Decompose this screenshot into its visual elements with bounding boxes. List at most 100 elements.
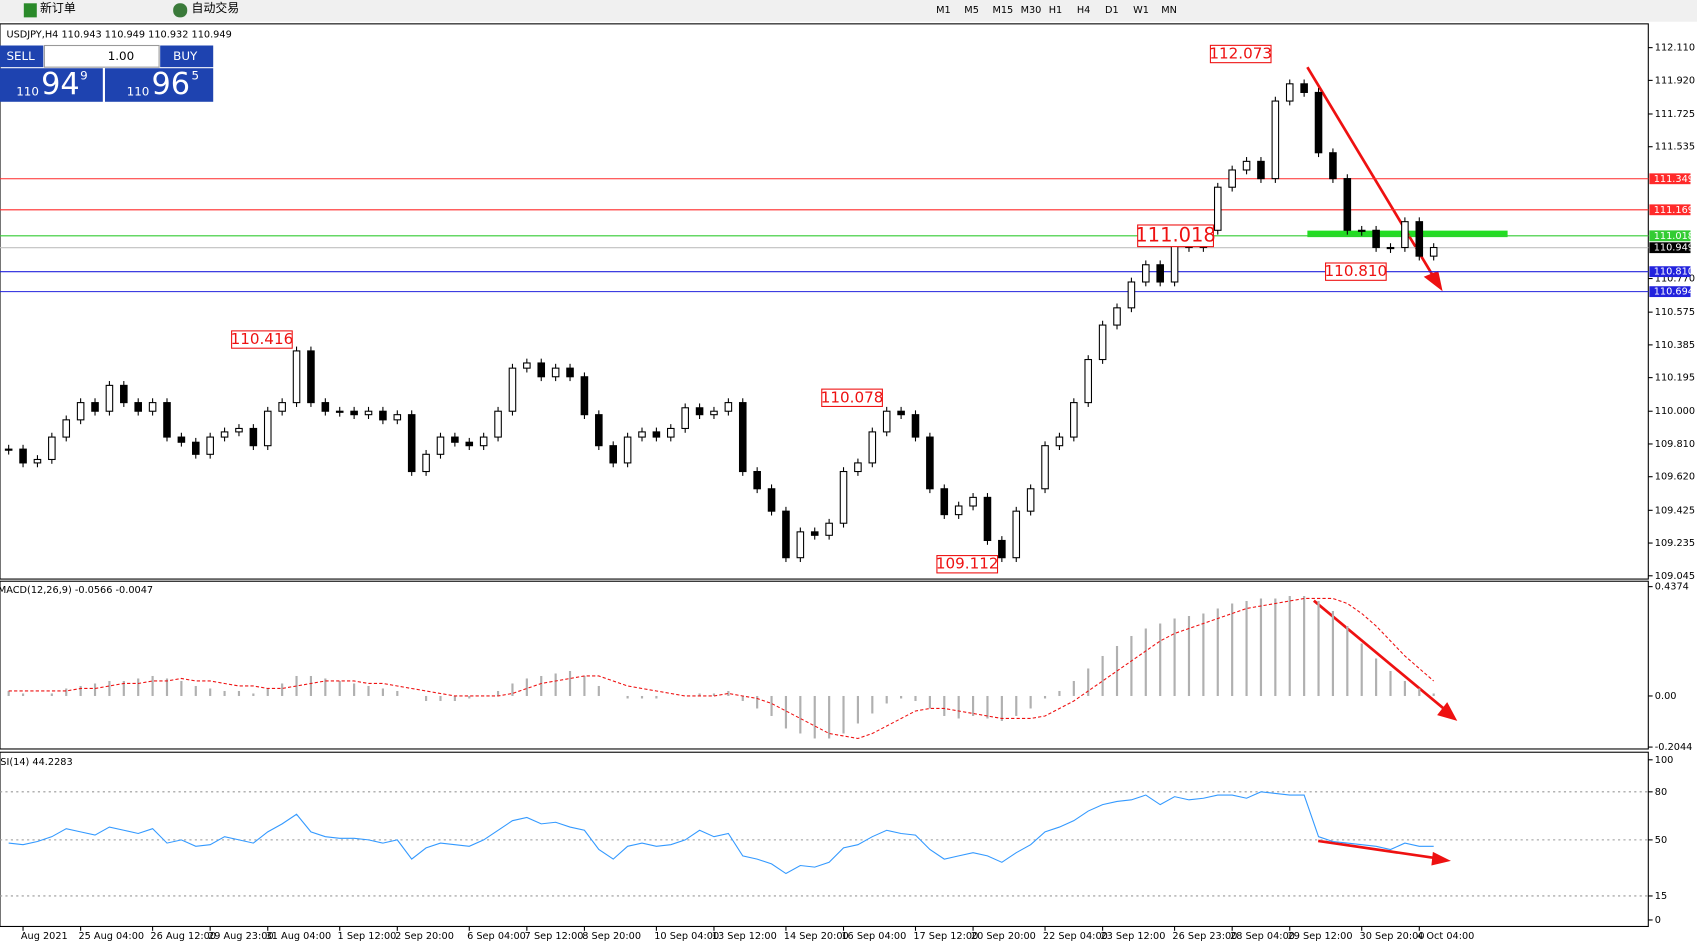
timeframe-button[interactable]: M30	[1021, 5, 1042, 16]
y-tick-label: 100	[1655, 755, 1674, 766]
candle-body	[436, 436, 445, 455]
candle-body	[839, 470, 848, 524]
macd-panel	[0, 580, 1649, 750]
candle-body	[767, 488, 776, 512]
candle-body	[695, 407, 704, 416]
x-tick-label: 2 Sep 20:00	[395, 931, 454, 942]
timeframe-button[interactable]: M15	[992, 5, 1013, 16]
sell-label[interactable]: SELL	[6, 49, 35, 63]
candle-body	[623, 436, 632, 464]
level-price-box	[1649, 286, 1691, 298]
x-tick-label: 25 Aug 04:00	[78, 931, 144, 942]
timeframe-button[interactable]: H1	[1049, 5, 1063, 16]
level-price-label: 111.018	[1654, 231, 1694, 242]
price-arrow	[1306, 66, 1437, 280]
lot-input[interactable]	[43, 44, 160, 68]
timeframe-button[interactable]: H4	[1077, 5, 1091, 16]
candle-body	[105, 384, 114, 412]
timeframe-button[interactable]: W1	[1133, 5, 1149, 16]
x-tick-label: 13 Sep 12:00	[712, 931, 777, 942]
auto-trade-button[interactable]: 自动交易	[192, 1, 240, 15]
candle-body	[753, 470, 761, 490]
candle-body	[1357, 229, 1366, 232]
candle-body	[825, 522, 833, 536]
candle-body	[810, 531, 819, 536]
x-tick-label: 7 Sep 12:00	[525, 931, 584, 942]
buy-label[interactable]: BUY	[173, 49, 198, 63]
candle-body	[681, 407, 689, 429]
y-tick-label: 0.4374	[1655, 582, 1689, 593]
candle-body	[134, 402, 142, 412]
candle-body	[76, 402, 85, 421]
timeframe-button[interactable]: MN	[1161, 5, 1177, 16]
lot-value[interactable]: 1.00	[108, 49, 134, 63]
candle-body	[782, 510, 790, 559]
candle-body	[1142, 264, 1150, 283]
candle-body	[940, 488, 949, 516]
candle-body	[494, 410, 502, 438]
level-price-box	[1649, 230, 1691, 242]
candle-body	[854, 462, 862, 473]
candle-body	[292, 350, 301, 404]
ask-box[interactable]	[104, 68, 214, 102]
price-annotation-box	[231, 330, 293, 349]
candle-body	[652, 431, 661, 438]
y-tick-label: 80	[1655, 787, 1667, 798]
timeframe-button[interactable]: M1	[936, 5, 951, 16]
timeframe-button[interactable]: D1	[1105, 5, 1119, 16]
x-tick-label: 17 Sep 12:00	[913, 931, 978, 942]
buy-button[interactable]	[160, 45, 214, 68]
x-tick-label: Aug 2021	[21, 931, 68, 942]
candle-body	[19, 448, 27, 464]
auto-trade-icon[interactable]	[173, 3, 188, 18]
candle-body	[724, 402, 733, 412]
candle-body	[120, 384, 128, 404]
candle-body	[998, 539, 1006, 559]
candle-body	[551, 367, 560, 378]
bid-box[interactable]	[0, 68, 103, 102]
candle-body	[379, 410, 387, 421]
candle-body	[537, 362, 546, 378]
candle-body	[249, 427, 258, 447]
y-tick-label: 112.110	[1655, 43, 1695, 54]
new-order-button[interactable]: 新订单	[40, 1, 76, 15]
candle-body	[62, 419, 71, 438]
macd-title: MACD(12,26,9) -0.0566 -0.0047	[0, 585, 153, 596]
price-annotation: 110.078	[821, 388, 884, 406]
x-tick-label: 20 Sep 20:00	[971, 931, 1036, 942]
y-tick-label: 111.920	[1655, 75, 1695, 86]
sell-button[interactable]	[0, 45, 44, 68]
candle-body	[91, 402, 99, 412]
x-tick-label: 29 Aug 23:00	[208, 931, 274, 942]
x-tick-label: 30 Sep 20:00	[1360, 931, 1425, 942]
arrow-head	[1431, 851, 1451, 866]
candle-body	[1285, 83, 1294, 102]
candle-body	[796, 531, 805, 559]
toolbar	[0, 0, 1697, 22]
y-tick-label: 109.045	[1655, 571, 1695, 582]
candle-body	[407, 414, 416, 473]
level-price-label: 111.169	[1654, 205, 1694, 216]
candle-body	[1228, 169, 1236, 188]
candle-body	[954, 505, 963, 516]
new-order-icon[interactable]	[23, 3, 37, 18]
candle-body	[1113, 307, 1121, 326]
candle-body	[1329, 152, 1337, 180]
candle-body	[1372, 229, 1380, 249]
candle-body	[451, 436, 459, 443]
candle-body	[1026, 488, 1035, 512]
rsi-line	[8, 791, 1434, 875]
price-annotation: 111.018	[1135, 223, 1216, 246]
ask-big: 110	[127, 85, 150, 99]
ask-point: 5	[192, 68, 200, 82]
level-price-box	[1649, 173, 1691, 185]
candle-body	[335, 410, 344, 413]
trade-panel: SELL 1.00 BUY 110 94 9 110 96 5	[0, 44, 214, 102]
candle-body	[422, 453, 430, 473]
level-price-label: 111.349	[1654, 174, 1694, 185]
timeframe-button[interactable]: M5	[964, 5, 979, 16]
price-annotation-box	[936, 555, 999, 574]
y-tick-label: 110.770	[1655, 274, 1695, 285]
trend-arrows	[1306, 66, 1458, 866]
